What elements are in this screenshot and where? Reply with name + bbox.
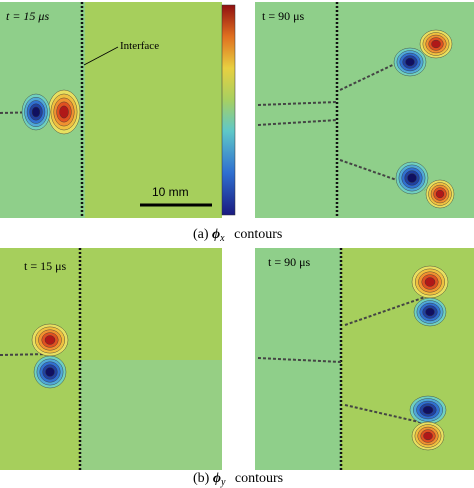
caption-b: (b) ϕy contours	[193, 471, 283, 488]
contour	[435, 189, 445, 199]
contour	[31, 106, 41, 118]
region	[80, 360, 222, 470]
caption-label: (a)	[193, 227, 209, 242]
caption-word: contours	[235, 471, 283, 486]
contour	[405, 57, 415, 67]
caption-symbol: ϕ	[212, 227, 220, 242]
interface-label: Interface	[120, 40, 159, 52]
contour	[425, 307, 435, 317]
contour	[59, 105, 69, 119]
leader-line	[83, 46, 119, 66]
contour	[44, 335, 56, 345]
caption-subscript: x	[219, 233, 225, 244]
interfaces	[78, 2, 343, 470]
caption-a: (a) ϕx contours	[193, 227, 282, 245]
contour	[423, 431, 433, 441]
contour	[431, 39, 441, 49]
caption-subscript: y	[220, 477, 226, 488]
contour	[407, 173, 417, 183]
contour	[422, 405, 434, 415]
crack	[257, 119, 338, 126]
time-label: t = 90 μs	[268, 255, 311, 269]
time-label: t = 15 μs	[6, 9, 49, 23]
caption-symbol: ϕ	[213, 471, 221, 486]
contour-lobes	[21, 29, 455, 451]
contour	[424, 277, 436, 287]
time-label: t = 15 μs	[24, 259, 67, 273]
contour-panels	[0, 2, 474, 470]
crack	[257, 101, 338, 106]
crack	[257, 357, 342, 363]
caption-word: contours	[234, 227, 282, 242]
scale-bar-label: 10 mm	[152, 185, 189, 199]
time-label: t = 90 μs	[262, 9, 305, 23]
colorbar	[221, 4, 236, 216]
contour	[45, 367, 55, 377]
caption-label: (b)	[193, 471, 210, 486]
crack	[344, 404, 429, 425]
